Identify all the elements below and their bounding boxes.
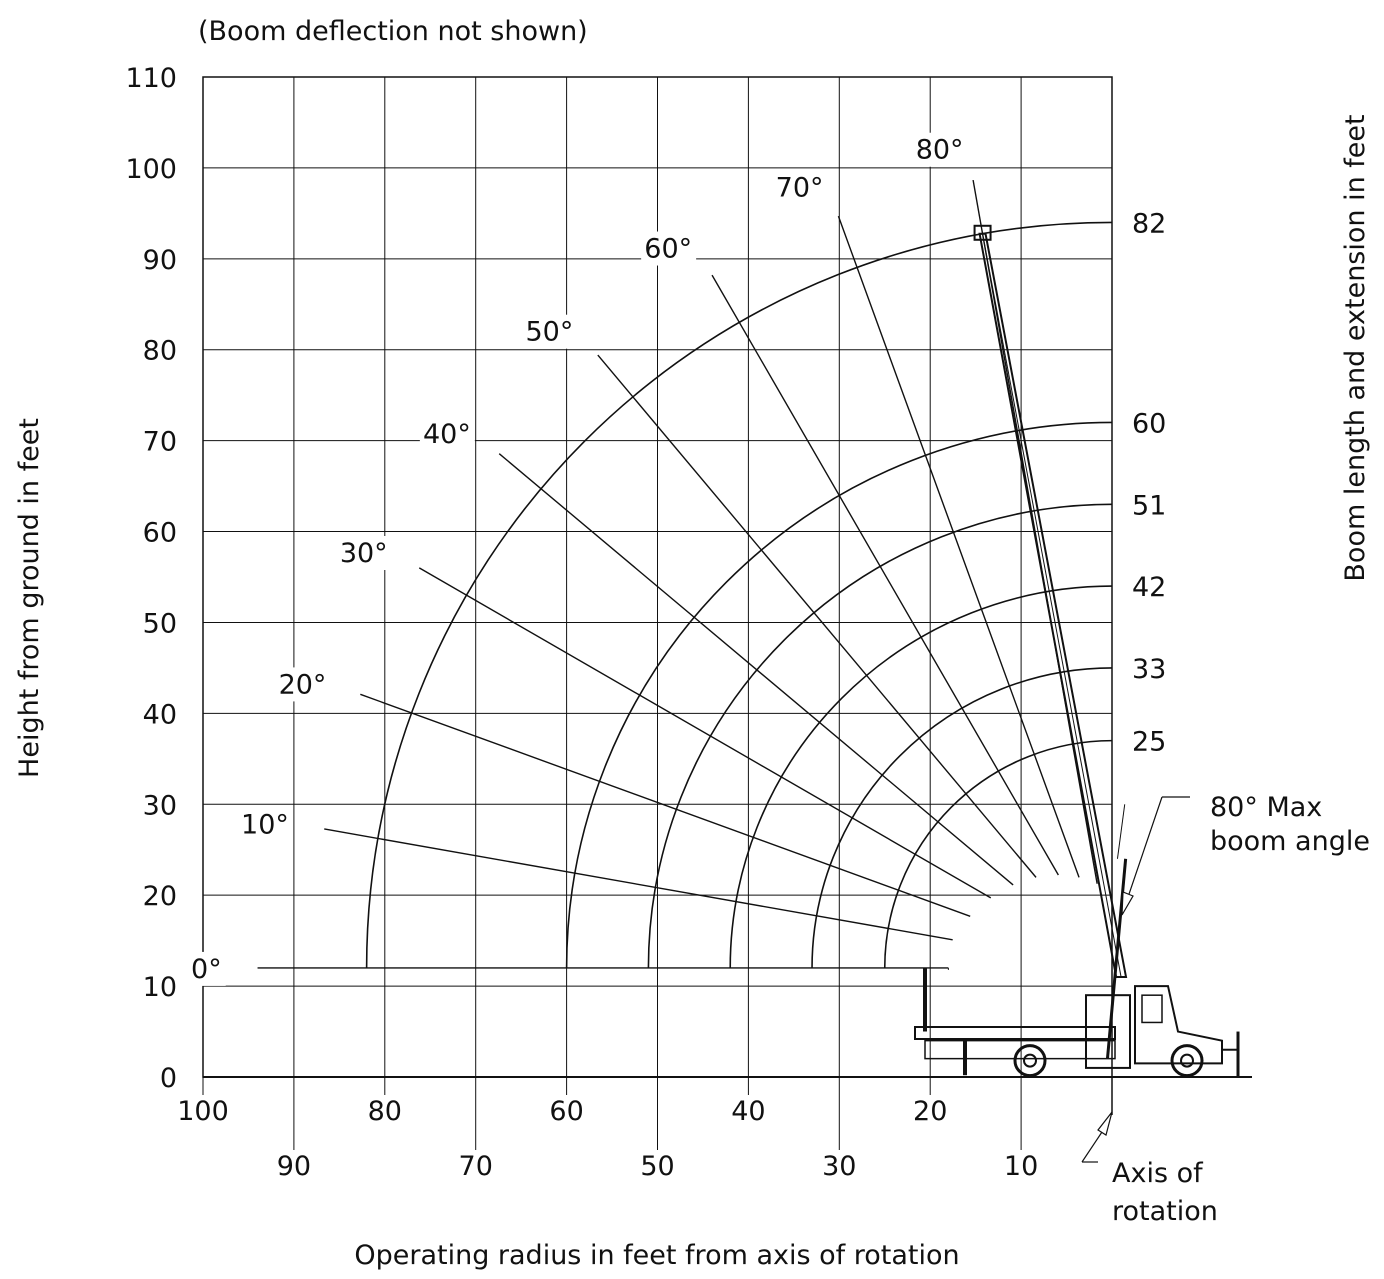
y-tick-60: 60 [143, 518, 177, 549]
ray-label-10-bg [237, 807, 293, 842]
max-angle-label-line2: boom angle [1210, 826, 1370, 857]
arc-42 [729, 585, 1113, 968]
ray-label-80-bg [912, 132, 968, 167]
max-angle-leader [1126, 796, 1163, 901]
chart-text: (Boom deflection not shown) Operating ra… [14, 16, 1371, 1271]
ray-label-40: 40° [423, 419, 471, 450]
turret [1085, 994, 1131, 1069]
y-tick-100: 100 [125, 154, 177, 185]
y-tick-0: 0 [160, 1063, 177, 1094]
y-tick-80: 80 [143, 336, 177, 367]
front-wheel [1170, 1044, 1204, 1078]
ray-label-20-bg [275, 667, 331, 702]
boom-angle-rays: 0° 10° 20° 30° 40° 50° 60° 70° 80° [185, 132, 1098, 986]
arc-label-42: 42 [1132, 572, 1166, 603]
y-tick-20: 20 [143, 881, 177, 912]
arc-label-60: 60 [1132, 408, 1166, 439]
boom-length-arcs: 25 33 42 51 60 82 [365, 208, 1166, 968]
x-tick-30: 30 [822, 1151, 856, 1182]
ray-label-30-bg [336, 536, 392, 570]
x-tick-20: 20 [913, 1096, 947, 1127]
y-tick-40: 40 [143, 699, 177, 730]
ray-60 [711, 274, 1059, 876]
cab [1134, 985, 1223, 1065]
cab-window [1141, 994, 1163, 1024]
arc-33 [811, 667, 1113, 968]
x-axis-label: Operating radius in feet from axis of ro… [354, 1240, 959, 1271]
ray-50 [597, 354, 1037, 878]
x-tick-90: 90 [277, 1151, 311, 1182]
boom-head [973, 224, 992, 241]
y-tick-30: 30 [143, 790, 177, 821]
ray-label-0: 0° [191, 954, 222, 985]
ray-label-60-bg [641, 231, 697, 266]
arc-label-33: 33 [1132, 654, 1166, 685]
arc-label-51: 51 [1132, 490, 1166, 521]
boom-detail [1116, 804, 1126, 859]
ray-label-10: 10° [241, 809, 289, 840]
truck-drawing [914, 224, 1240, 1163]
ray-label-60: 60° [644, 234, 692, 265]
boom-body [978, 232, 1128, 978]
axis-label-line2: rotation [1112, 1196, 1218, 1227]
ray-label-0-bg [185, 951, 226, 986]
arc-51 [647, 503, 1113, 968]
x-tick-70: 70 [459, 1151, 493, 1182]
ray-label-20: 20° [279, 669, 327, 700]
x-tick-10: 10 [1004, 1151, 1038, 1182]
y-tick-50: 50 [143, 608, 177, 639]
grid: 0 10 20 30 40 50 60 70 80 90 100 110 100 80 60 40 20 90 70… [125, 63, 1252, 1182]
ray-label-30: 30° [340, 538, 388, 569]
ray-label-40-bg [419, 417, 475, 452]
ray-label-70-bg [772, 170, 828, 205]
y-axis-label: Height from ground in feet [14, 418, 45, 778]
arc-label-25: 25 [1132, 727, 1166, 758]
right-axis-label: Boom length and extension in feet [1340, 114, 1371, 581]
ray-label-50: 50° [526, 317, 574, 348]
flatbed [914, 1026, 1116, 1040]
arc-label-82: 82 [1132, 208, 1166, 239]
ray-20 [360, 693, 971, 917]
chart-note: (Boom deflection not shown) [198, 16, 588, 47]
ray-40 [498, 453, 1014, 886]
y-tick-90: 90 [143, 245, 177, 276]
arc-60 [565, 421, 1113, 968]
axis-label-line1: Axis of [1112, 1158, 1204, 1189]
ray-30 [418, 567, 992, 899]
rear-wheel [1013, 1044, 1047, 1078]
x-tick-100: 100 [177, 1096, 229, 1127]
axis-arrow [1097, 1111, 1113, 1136]
ray-label-80: 80° [916, 135, 964, 166]
x-tick-60: 60 [549, 1096, 583, 1127]
x-tick-50: 50 [640, 1151, 674, 1182]
arc-25 [883, 739, 1113, 968]
arc-82 [365, 221, 1113, 968]
x-tick-40: 40 [731, 1096, 765, 1127]
ray-label-70: 70° [776, 172, 824, 203]
boom-centerline [982, 233, 1122, 978]
y-tick-10: 10 [143, 972, 177, 1003]
max-angle-arrow [1121, 891, 1134, 916]
y-tick-70: 70 [143, 427, 177, 458]
ray-70 [837, 215, 1080, 878]
chassis [924, 1039, 1116, 1060]
rear-wheel-hub [1023, 1053, 1037, 1068]
ray-10 [324, 828, 953, 941]
front-wheel-hub [1180, 1053, 1194, 1068]
max-angle-label-line1: 80° Max [1210, 792, 1322, 823]
x-tick-80: 80 [368, 1096, 402, 1127]
y-tick-110: 110 [125, 63, 177, 94]
ray-label-50-bg [522, 314, 578, 349]
